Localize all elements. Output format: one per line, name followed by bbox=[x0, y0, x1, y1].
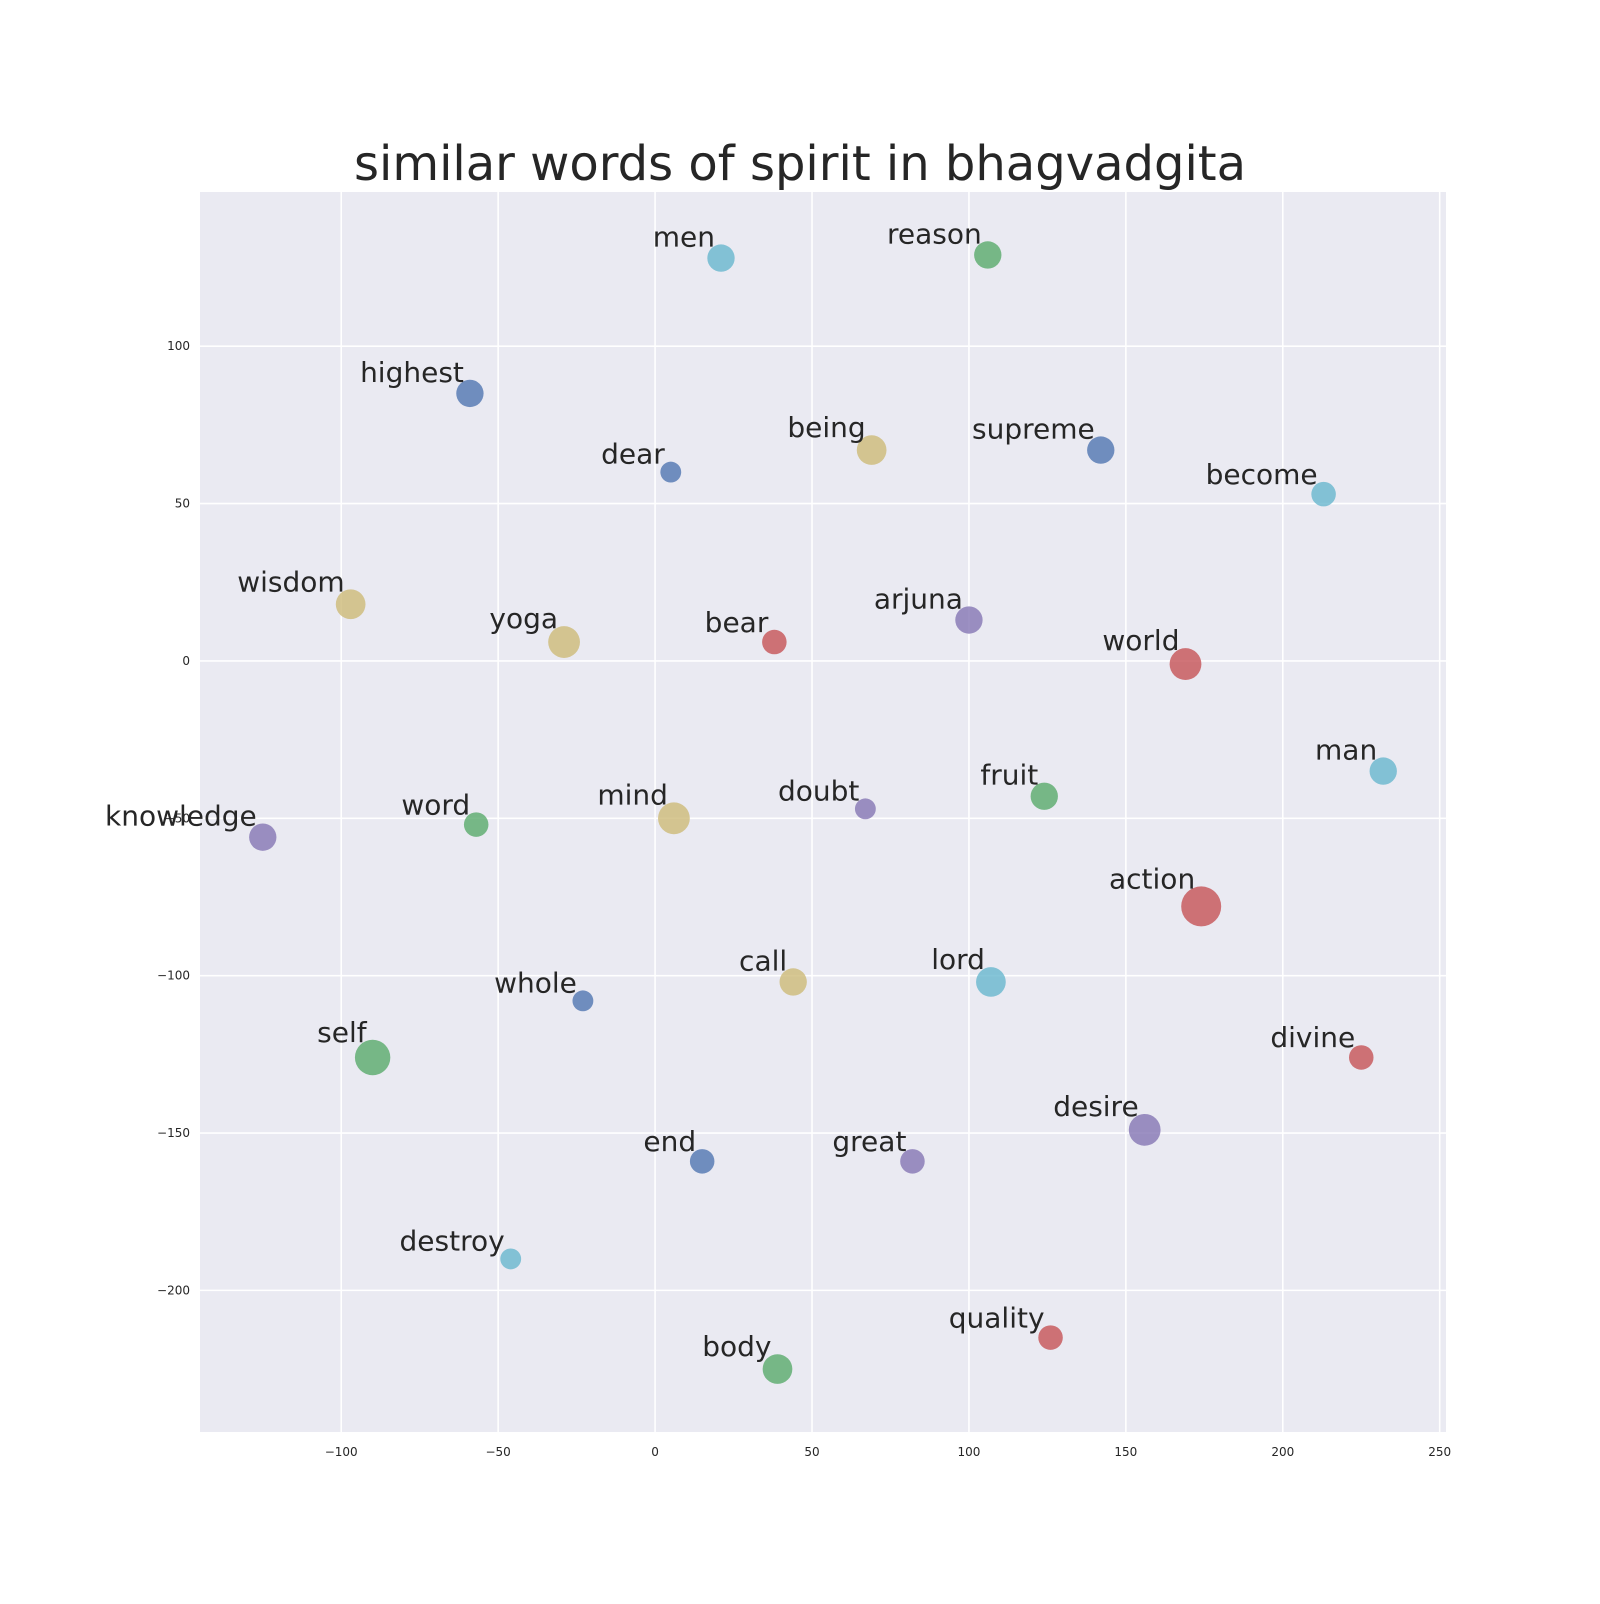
point-great bbox=[900, 1149, 925, 1174]
y-tick-label: −100 bbox=[157, 969, 190, 983]
label-word: word bbox=[401, 788, 470, 821]
label-knowledge: knowledge bbox=[105, 800, 257, 833]
label-highest: highest bbox=[360, 356, 464, 389]
label-call: call bbox=[739, 944, 787, 977]
label-whole: whole bbox=[494, 966, 577, 999]
label-end: end bbox=[643, 1125, 696, 1158]
label-man: man bbox=[1315, 733, 1377, 766]
label-bear: bear bbox=[705, 606, 769, 639]
x-tick-label: 100 bbox=[957, 1445, 980, 1459]
label-supreme: supreme bbox=[972, 412, 1095, 445]
label-men: men bbox=[653, 220, 715, 253]
label-become: become bbox=[1206, 458, 1318, 491]
point-bear bbox=[762, 629, 787, 655]
x-tick-label: 50 bbox=[804, 1445, 819, 1459]
point-body bbox=[762, 1354, 793, 1384]
label-desire: desire bbox=[1053, 1090, 1139, 1123]
point-quality bbox=[1038, 1325, 1063, 1350]
point-supreme bbox=[1087, 436, 1115, 464]
label-divine: divine bbox=[1270, 1021, 1355, 1054]
point-word bbox=[463, 812, 489, 837]
point-being bbox=[856, 435, 887, 465]
point-divine bbox=[1348, 1045, 1374, 1070]
y-tick-label: 50 bbox=[175, 497, 190, 511]
word-labels: men reason highest dear being supreme become wi… bbox=[105, 217, 1377, 1363]
point-highest bbox=[456, 379, 484, 408]
label-self: self bbox=[317, 1016, 368, 1049]
point-arjuna bbox=[955, 606, 983, 634]
point-yoga bbox=[548, 626, 580, 658]
point-men bbox=[707, 244, 735, 272]
y-tick-label: −200 bbox=[157, 1283, 190, 1297]
x-tick-label: 150 bbox=[1114, 1445, 1137, 1459]
point-world bbox=[1169, 648, 1202, 680]
label-reason: reason bbox=[887, 217, 982, 250]
point-fruit bbox=[1030, 782, 1058, 810]
point-dear bbox=[660, 461, 682, 483]
x-tick-label: 200 bbox=[1271, 1445, 1294, 1459]
point-mind bbox=[658, 802, 690, 835]
point-action bbox=[1181, 886, 1222, 927]
points bbox=[249, 241, 1397, 1384]
label-action: action bbox=[1109, 862, 1195, 895]
label-great: great bbox=[832, 1125, 906, 1158]
label-wisdom: wisdom bbox=[237, 565, 344, 598]
x-tick-label: −100 bbox=[325, 1445, 358, 1459]
label-lord: lord bbox=[931, 943, 985, 976]
point-wisdom bbox=[335, 589, 366, 620]
label-being: being bbox=[787, 411, 865, 444]
label-mind: mind bbox=[597, 778, 668, 811]
label-body: body bbox=[702, 1330, 771, 1363]
y-tick-label: 100 bbox=[167, 339, 190, 353]
label-doubt: doubt bbox=[778, 774, 859, 807]
point-destroy bbox=[500, 1248, 522, 1270]
point-desire bbox=[1128, 1113, 1161, 1146]
label-fruit: fruit bbox=[980, 759, 1038, 792]
label-destroy: destroy bbox=[400, 1224, 505, 1257]
label-arjuna: arjuna bbox=[874, 582, 963, 615]
label-yoga: yoga bbox=[489, 602, 558, 635]
point-whole bbox=[572, 990, 594, 1012]
point-reason bbox=[974, 241, 1002, 269]
point-knowledge bbox=[249, 823, 277, 851]
x-tick-label: −50 bbox=[485, 1445, 510, 1459]
point-man bbox=[1369, 757, 1397, 785]
label-world: world bbox=[1102, 624, 1179, 657]
point-call bbox=[779, 968, 807, 996]
plot-area bbox=[200, 192, 1446, 1432]
point-lord bbox=[976, 967, 1006, 997]
x-tick-label: 0 bbox=[651, 1445, 659, 1459]
y-tick-label: −50 bbox=[165, 811, 190, 825]
label-dear: dear bbox=[601, 438, 665, 471]
y-tick-label: 0 bbox=[182, 654, 190, 668]
point-doubt bbox=[854, 798, 876, 820]
point-end bbox=[689, 1149, 715, 1174]
chart-title: similar words of spirit in bhagvadgita bbox=[353, 136, 1247, 192]
point-become bbox=[1311, 481, 1336, 507]
grid bbox=[200, 192, 1446, 1432]
label-quality: quality bbox=[949, 1301, 1045, 1334]
point-self bbox=[354, 1039, 391, 1076]
tick-labels: −100 −50 0 50 100 150 200 250 −200 −150 −100 −50 0 50… bbox=[157, 339, 1451, 1459]
y-tick-label: −150 bbox=[157, 1126, 190, 1140]
x-tick-label: 250 bbox=[1428, 1445, 1451, 1459]
